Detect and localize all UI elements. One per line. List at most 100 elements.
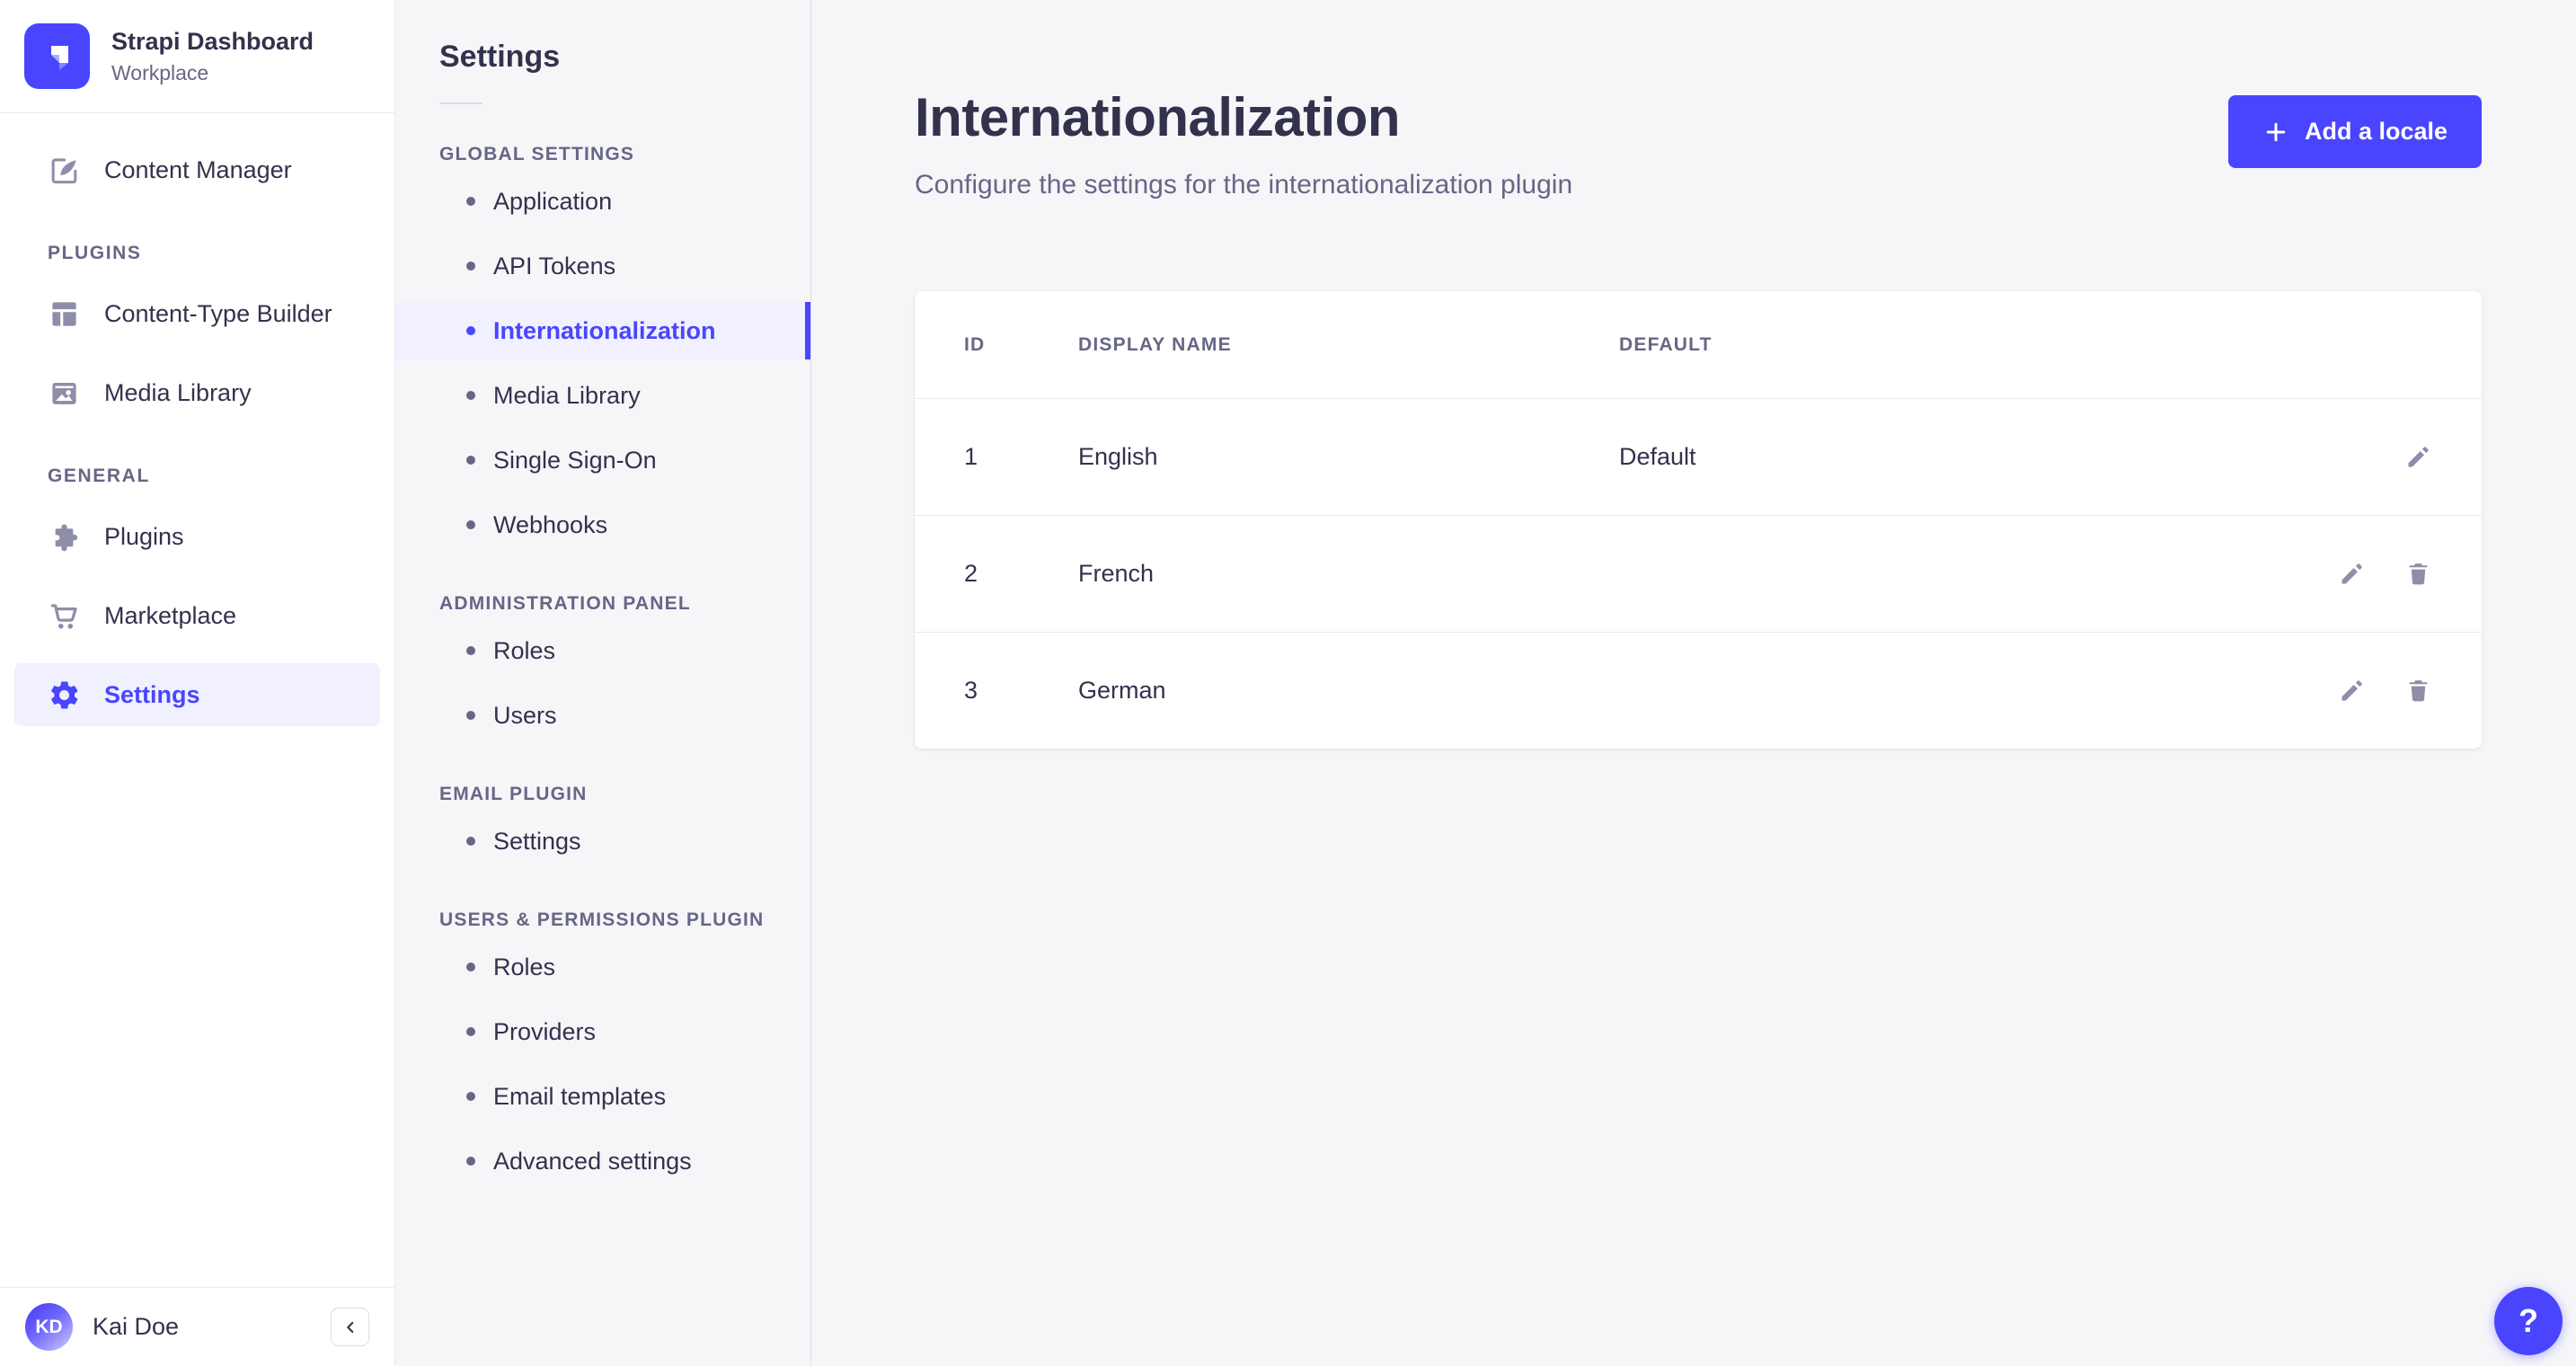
subnav-section-users-permissions-plugin: USERS & PERMISSIONS PLUGIN Roles Provide… [395, 909, 810, 1190]
user-name: Kai Doe [93, 1313, 180, 1340]
bullet-icon [466, 711, 475, 720]
subnav-item-advanced-settings[interactable]: Advanced settings [395, 1132, 810, 1190]
subnav-item-label: Roles [493, 953, 556, 980]
subnav-title: Settings [439, 40, 561, 74]
chevron-left-icon [346, 1321, 353, 1333]
sidebar-item-settings[interactable]: Settings [14, 663, 380, 726]
subnav-item-email-templates[interactable]: Email templates [395, 1068, 810, 1125]
edit-locale-button[interactable] [2404, 443, 2432, 471]
help-button[interactable]: ? [2494, 1287, 2563, 1355]
trash-icon [2409, 563, 2428, 585]
subnav-item-admin-users[interactable]: Users [395, 687, 810, 744]
locale-display-name: English [1078, 443, 1158, 470]
trash-icon [2409, 680, 2428, 702]
sidebar-item-label: Content-Type Builder [104, 299, 332, 327]
subnav-section-header: ADMINISTRATION PANEL [439, 593, 691, 614]
bullet-icon [466, 1092, 475, 1101]
locale-id: 1 [964, 443, 978, 470]
main-content: Internationalization Configure the setti… [811, 0, 2576, 1366]
brand-subtitle: Workplace [111, 60, 209, 84]
subnav-section-header: EMAIL PLUGIN [439, 784, 588, 804]
locale-display-name: French [1078, 560, 1155, 587]
subnav-item-up-roles[interactable]: Roles [395, 938, 810, 996]
sidebar-item-label: Settings [104, 680, 200, 708]
subnav-item-label: Providers [493, 1017, 597, 1045]
user-avatar[interactable]: KD [25, 1303, 73, 1351]
subnav-item-label: Advanced settings [493, 1147, 692, 1175]
sidebar-section-plugins: PLUGINS [48, 243, 142, 263]
bullet-icon [466, 837, 475, 846]
collapse-sidebar-button[interactable] [331, 1308, 369, 1346]
table-row[interactable]: 3 German [915, 632, 2482, 749]
subnav-item-internationalization[interactable]: Internationalization [395, 302, 810, 359]
strapi-logo-icon [24, 23, 90, 89]
brand-text: Strapi Dashboard Workplace [111, 27, 314, 84]
bullet-icon [466, 962, 475, 971]
table-row[interactable]: 1 English Default [915, 398, 2482, 515]
column-header-id: ID [964, 333, 986, 355]
bullet-icon [466, 1157, 475, 1166]
delete-locale-button[interactable] [2404, 560, 2432, 588]
subnav-item-label: Users [493, 701, 557, 729]
bullet-icon [466, 197, 475, 206]
subnav-item-application[interactable]: Application [395, 173, 810, 230]
cart-icon [50, 603, 77, 629]
bullet-icon [466, 262, 475, 271]
add-locale-button-label: Add a locale [2304, 118, 2448, 145]
main-nav-list: Content Manager PLUGINS Content-Type Bui… [0, 113, 394, 1287]
bullet-icon [466, 326, 475, 335]
delete-locale-button[interactable] [2404, 677, 2432, 705]
subnav-item-label: Email templates [493, 1082, 667, 1110]
add-locale-button[interactable]: Add a locale [2227, 95, 2482, 168]
sidebar-item-label: Content Manager [104, 155, 292, 183]
subnav-item-webhooks[interactable]: Webhooks [395, 496, 810, 554]
subnav-item-providers[interactable]: Providers [395, 1003, 810, 1060]
subnav-item-label: Application [493, 187, 613, 215]
subnav-section-header: USERS & PERMISSIONS PLUGIN [439, 909, 765, 930]
main-sidebar: Strapi Dashboard Workplace Content Manag… [0, 0, 395, 1366]
sidebar-item-plugins[interactable]: Plugins [14, 505, 380, 568]
subnav-item-label: Settings [493, 827, 581, 855]
sidebar-item-marketplace[interactable]: Marketplace [14, 584, 380, 647]
page-subtitle: Configure the settings for the internati… [915, 170, 1573, 200]
column-header-display-name: DISPLAY NAME [1078, 333, 1232, 355]
subnav-item-single-sign-on[interactable]: Single Sign-On [395, 431, 810, 489]
sidebar-item-content-manager[interactable]: Content Manager [14, 138, 380, 201]
sidebar-item-media-library[interactable]: Media Library [14, 361, 380, 424]
sidebar-section-general: GENERAL [48, 466, 150, 486]
bullet-icon [466, 391, 475, 400]
subnav-section-administration-panel: ADMINISTRATION PANEL Roles Users [395, 593, 810, 744]
bullet-icon [466, 520, 475, 529]
sidebar-item-label: Marketplace [104, 601, 237, 629]
locale-id: 3 [964, 677, 978, 704]
locale-default: Default [1619, 443, 1696, 470]
subnav-item-media-library[interactable]: Media Library [395, 367, 810, 424]
subnav-item-email-settings[interactable]: Settings [395, 812, 810, 870]
subnav-item-label: Media Library [493, 381, 641, 409]
subnav-item-label: Webhooks [493, 510, 608, 538]
subnav-item-label: Internationalization [493, 316, 716, 344]
bullet-icon [466, 646, 475, 655]
page-header-text: Internationalization Configure the setti… [915, 86, 1572, 200]
column-header-default: DEFAULT [1619, 333, 1713, 355]
plus-icon [2266, 122, 2286, 141]
locale-id: 2 [964, 560, 978, 587]
bullet-icon [466, 1027, 475, 1036]
table-row[interactable]: 2 French [915, 515, 2482, 632]
subnav-item-api-tokens[interactable]: API Tokens [395, 237, 810, 295]
pencil-icon [2341, 563, 2362, 584]
row-actions [2226, 677, 2432, 705]
sidebar-item-content-type-builder[interactable]: Content-Type Builder [14, 282, 380, 345]
row-actions [2226, 560, 2432, 588]
puzzle-icon [55, 523, 78, 551]
workspace-brand[interactable]: Strapi Dashboard Workplace [0, 0, 394, 113]
edit-locale-button[interactable] [2338, 560, 2366, 588]
bullet-icon [466, 456, 475, 465]
gear-icon [51, 680, 78, 709]
subnav-item-admin-roles[interactable]: Roles [395, 622, 810, 679]
sidebar-footer: KD Kai Doe [0, 1287, 394, 1366]
content-manager-icon [51, 157, 77, 183]
edit-locale-button[interactable] [2338, 677, 2366, 705]
subnav-section-header: GLOBAL SETTINGS [439, 144, 635, 164]
